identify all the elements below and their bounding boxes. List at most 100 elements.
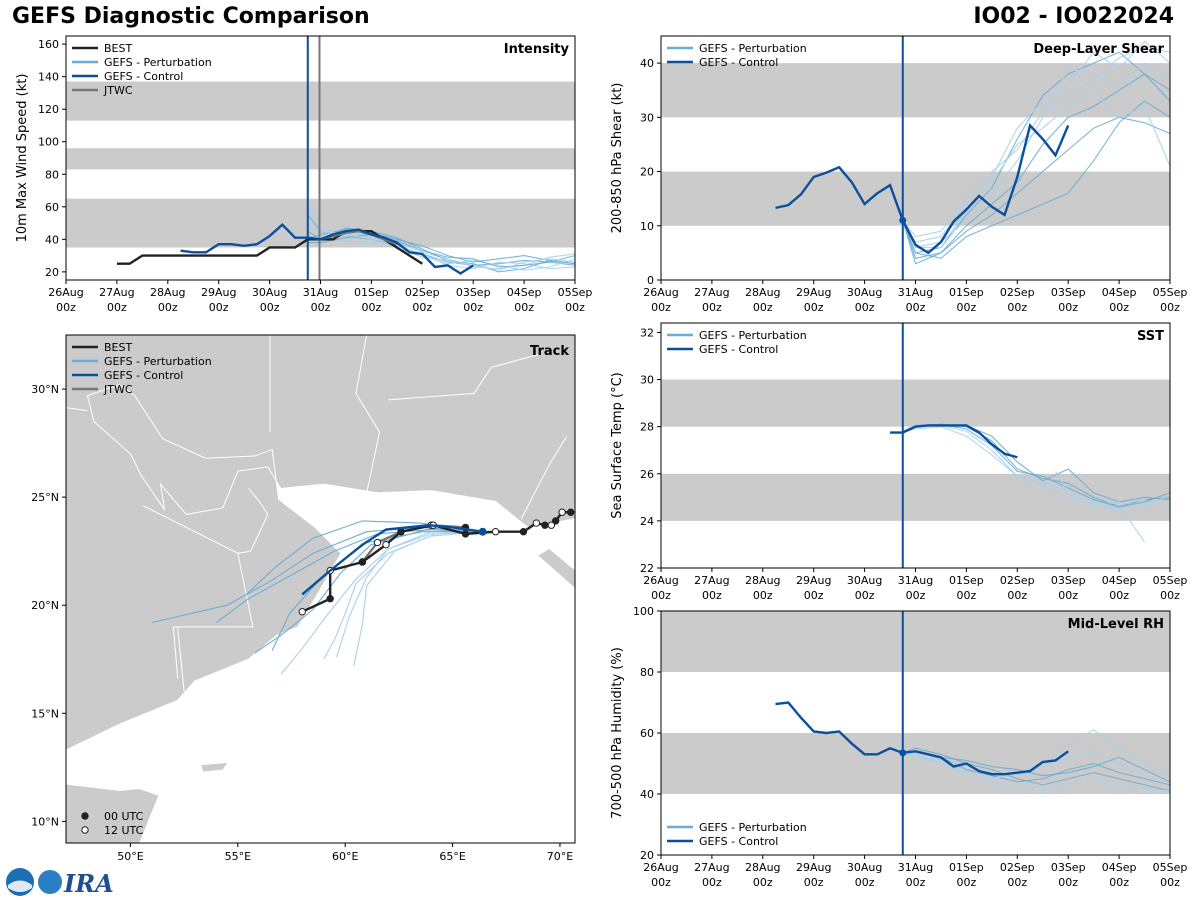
x-tick-label: 00z: [855, 301, 875, 314]
rh-chart: 20 40 60 80 100 700-500 hPa Humidity (%) 26Aug…: [610, 605, 1187, 889]
panel-title: Track: [530, 344, 569, 359]
shear-chart: 0 10 20 30 40 200-850 hPa Shear (kt) 26Aug 00z 2…: [610, 35, 1187, 314]
x-tick-label: 00z: [1007, 301, 1027, 314]
x-tick-label: 00z: [1160, 876, 1180, 889]
x-tick-label: 30Aug: [847, 286, 882, 299]
perturbation-track: [254, 529, 483, 654]
country-border: [143, 505, 254, 679]
x-tick-label: 00z: [209, 301, 229, 314]
x-tick-label: 00z: [855, 589, 875, 602]
y-axis-label: 10m Max Wind Speed (kt): [15, 74, 30, 243]
country-border: [355, 335, 381, 493]
x-tick-label: 30Aug: [847, 861, 882, 874]
y-tick-label: 20: [45, 266, 59, 279]
x-tick-label: 28Aug: [150, 286, 185, 299]
x-tick-label: 30Aug: [252, 286, 287, 299]
x-tick-label: 00z: [1160, 589, 1180, 602]
y-tick-label: 100: [633, 605, 654, 618]
landmass: [66, 784, 159, 843]
x-tick-label: 00z: [107, 301, 127, 314]
rh-plot-area: [661, 611, 1170, 855]
x-tick-label: 00z: [1007, 876, 1027, 889]
y-tick-label: 140: [38, 71, 59, 84]
legend-00utc-marker: [81, 812, 89, 820]
x-tick-label: 28Aug: [745, 574, 780, 587]
cira-logo: IRA: [6, 868, 114, 898]
legend-label: GEFS - Control: [699, 835, 778, 848]
perturbation-member-line: [902, 46, 1170, 238]
gefs-control-line: [775, 123, 1070, 255]
y-tick-label: 32: [640, 326, 654, 339]
track-point-12utc: [558, 508, 566, 516]
x-tick-label: 05Sep: [558, 286, 593, 299]
legend-label: JTWC: [103, 383, 133, 396]
x-tick-label: 03Sep: [1051, 286, 1086, 299]
panel-title: Deep-Layer Shear: [1033, 42, 1164, 57]
country-border: [177, 626, 185, 692]
y-axis-label: 700-500 hPa Humidity (%): [610, 647, 625, 819]
x-tick-label: 27Aug: [694, 574, 729, 587]
x-tick-label: 02Sep: [1000, 286, 1035, 299]
threshold-band: [661, 611, 1170, 672]
y-tick-label: 60: [45, 201, 59, 214]
panel-title: Intensity: [504, 42, 570, 57]
x-tick-label: 27Aug: [99, 286, 134, 299]
legend-label: GEFS - Perturbation: [699, 821, 807, 834]
globe-icon: [38, 870, 62, 894]
perturbation-track: [280, 531, 483, 675]
x-tick-label: 04Sep: [1102, 286, 1137, 299]
perturbation-member-line: [902, 116, 1170, 265]
x-tick-label: 05Sep: [1153, 861, 1188, 874]
x-tick-label: 00z: [260, 301, 280, 314]
x-tick-label: 00z: [702, 301, 722, 314]
legend-label: BEST: [104, 341, 132, 354]
x-tick-label: 00z: [651, 301, 671, 314]
y-tick-label: 0: [647, 274, 654, 287]
y-tick-label: 10: [640, 220, 654, 233]
legend-label: GEFS - Control: [104, 369, 183, 382]
y-tick-label: 40: [640, 788, 654, 801]
legend-label: GEFS - Perturbation: [699, 42, 807, 55]
island: [201, 763, 228, 772]
shear-plot-area: [661, 36, 1170, 280]
threshold-band: [66, 81, 575, 121]
track-point-00utc: [461, 530, 470, 538]
x-tick-label: 29Aug: [796, 574, 831, 587]
x-tick-label: 00z: [1109, 876, 1129, 889]
legend-label: BEST: [104, 42, 132, 55]
x-tick-label: 29Aug: [796, 286, 831, 299]
x-tick-label: 26Aug: [48, 286, 83, 299]
y-tick-label: 100: [38, 136, 59, 149]
legend-label: 12 UTC: [104, 824, 144, 837]
intensity-chart: 20 40 60 80 100 120 140 160 10m Max Wind Speed (…: [15, 35, 593, 314]
best-line: [116, 229, 423, 265]
x-tick-label: 00z: [957, 301, 977, 314]
storm-id: IO02 - IO022024: [973, 4, 1174, 29]
x-tick-label: 00z: [906, 876, 926, 889]
track-point-00utc: [551, 517, 560, 525]
legend-label: 00 UTC: [104, 810, 144, 823]
perturbation-track: [353, 531, 483, 666]
track-point-00utc: [567, 508, 575, 516]
perturbation-member-line: [902, 73, 1170, 259]
y-tick-label: 22: [640, 562, 654, 575]
y-tick-label: 160: [38, 38, 59, 51]
x-tick-label: 01Sep: [354, 286, 389, 299]
lon-tick-label: 60°E: [332, 850, 358, 863]
lat-tick-label: 30°N: [31, 383, 59, 396]
track-point-00utc: [541, 521, 549, 529]
lat-tick-label: 10°N: [31, 815, 59, 828]
x-tick-label: 00z: [804, 301, 824, 314]
x-tick-label: 31Aug: [898, 574, 933, 587]
track-point-12utc: [373, 538, 382, 547]
x-tick-label: 00z: [1160, 301, 1180, 314]
y-tick-label: 28: [640, 421, 654, 434]
x-tick-label: 00z: [565, 301, 585, 314]
x-tick-label: 00z: [362, 301, 382, 314]
track-point-12utc: [382, 540, 390, 549]
x-tick-label: 05Sep: [1153, 574, 1188, 587]
y-tick-label: 80: [640, 666, 654, 679]
track-point-00utc: [326, 595, 334, 603]
x-tick-label: 02Sep: [405, 286, 440, 299]
